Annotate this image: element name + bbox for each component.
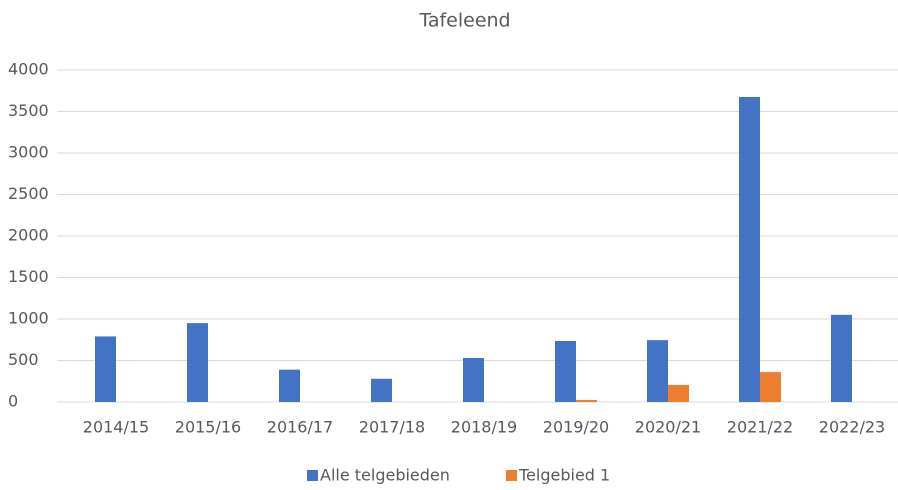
x-tick-label: 2021/22 <box>727 418 793 437</box>
x-tick-label: 2017/18 <box>359 418 425 437</box>
legend-label: Alle telgebieden <box>320 466 450 485</box>
bar <box>760 372 781 402</box>
bar <box>279 369 300 402</box>
bar <box>831 314 852 402</box>
x-tick-label: 2016/17 <box>267 418 333 437</box>
y-tick-label: 500 <box>8 350 39 369</box>
chart-title: Tafeleend <box>418 10 510 32</box>
x-tick-label: 2018/19 <box>451 418 517 437</box>
bar <box>576 399 597 402</box>
y-tick-label: 1500 <box>8 267 49 286</box>
legend-swatch <box>307 470 318 481</box>
bar <box>647 340 668 402</box>
y-tick-label: 1000 <box>8 309 49 328</box>
bar <box>668 384 689 402</box>
y-tick-label: 2500 <box>8 184 49 203</box>
y-tick-label: 4000 <box>8 60 49 79</box>
y-tick-label: 2000 <box>8 226 49 245</box>
x-tick-label: 2020/21 <box>635 418 701 437</box>
x-tick-label: 2019/20 <box>543 418 609 437</box>
y-tick-label: 3500 <box>8 101 49 120</box>
bar <box>463 358 484 402</box>
x-tick-label: 2022/23 <box>819 418 885 437</box>
y-tick-label: 3000 <box>8 143 49 162</box>
bar <box>739 96 760 402</box>
bar <box>371 378 392 402</box>
x-tick-label: 2015/16 <box>175 418 241 437</box>
bar <box>555 340 576 402</box>
y-tick-label: 0 <box>8 392 18 411</box>
bar <box>187 323 208 402</box>
bar <box>95 336 116 402</box>
legend-swatch <box>506 470 517 481</box>
x-tick-label: 2014/15 <box>83 418 149 437</box>
legend-label: Telgebied 1 <box>518 466 610 485</box>
